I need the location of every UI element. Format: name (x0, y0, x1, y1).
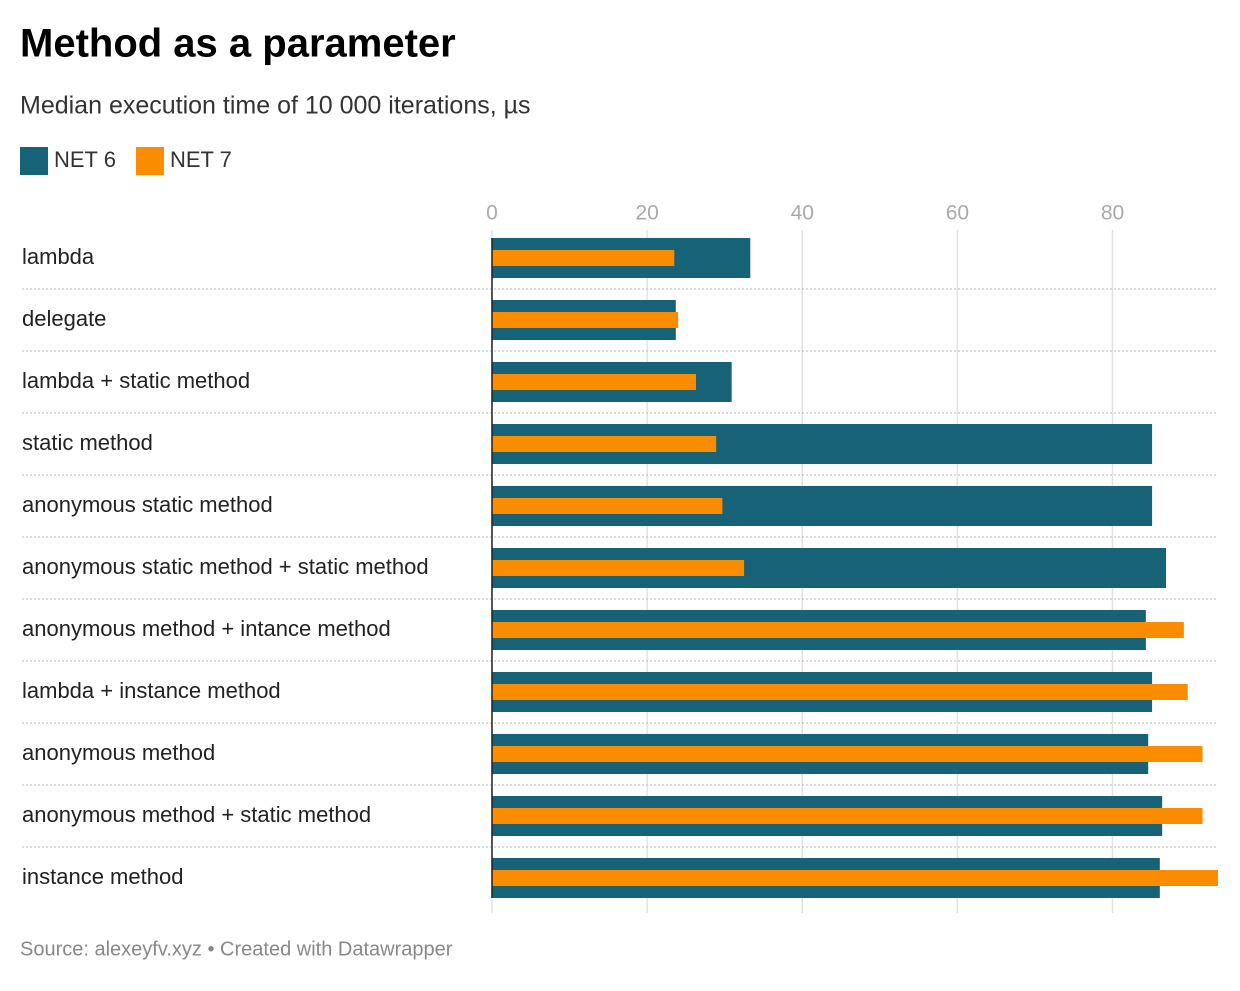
y-tick-label: lambda + static method (22, 368, 250, 393)
y-tick-label: static method (22, 430, 153, 455)
y-tick-label: lambda + instance method (22, 678, 281, 703)
bar (492, 312, 679, 328)
x-tick-label: 80 (1101, 202, 1124, 225)
bar (492, 808, 1203, 824)
legend-label: NET 7 (170, 147, 232, 172)
bar (492, 250, 675, 266)
bar (492, 498, 723, 514)
legend-swatch (20, 147, 48, 175)
y-tick-label: lambda (22, 244, 95, 269)
bar (492, 684, 1188, 700)
y-tick-label: instance method (22, 864, 183, 889)
bar (492, 870, 1218, 886)
y-tick-label: anonymous static method (22, 492, 273, 517)
bar (492, 560, 745, 576)
y-tick-label: delegate (22, 306, 106, 331)
bar (492, 436, 717, 452)
chart-subtitle: Median execution time of 10 000 iteratio… (20, 92, 531, 120)
legend-swatch (135, 147, 164, 175)
legend-label: NET 6 (54, 147, 116, 172)
chart-title: Method as a parameter (20, 22, 456, 66)
y-tick-label: anonymous method + intance method (22, 616, 391, 641)
bar (492, 622, 1184, 638)
bar (492, 746, 1203, 762)
bar (492, 374, 696, 390)
y-tick-label: anonymous method + static method (22, 802, 371, 827)
x-tick-label: 20 (635, 202, 658, 225)
x-tick-label: 40 (791, 202, 814, 225)
x-tick-label: 0 (486, 202, 498, 225)
x-tick-label: 60 (946, 202, 969, 225)
source-note: Source: alexeyfv.xyz • Created with Data… (20, 938, 453, 960)
y-tick-label: anonymous method (22, 740, 215, 765)
y-tick-label: anonymous static method + static method (22, 554, 429, 579)
